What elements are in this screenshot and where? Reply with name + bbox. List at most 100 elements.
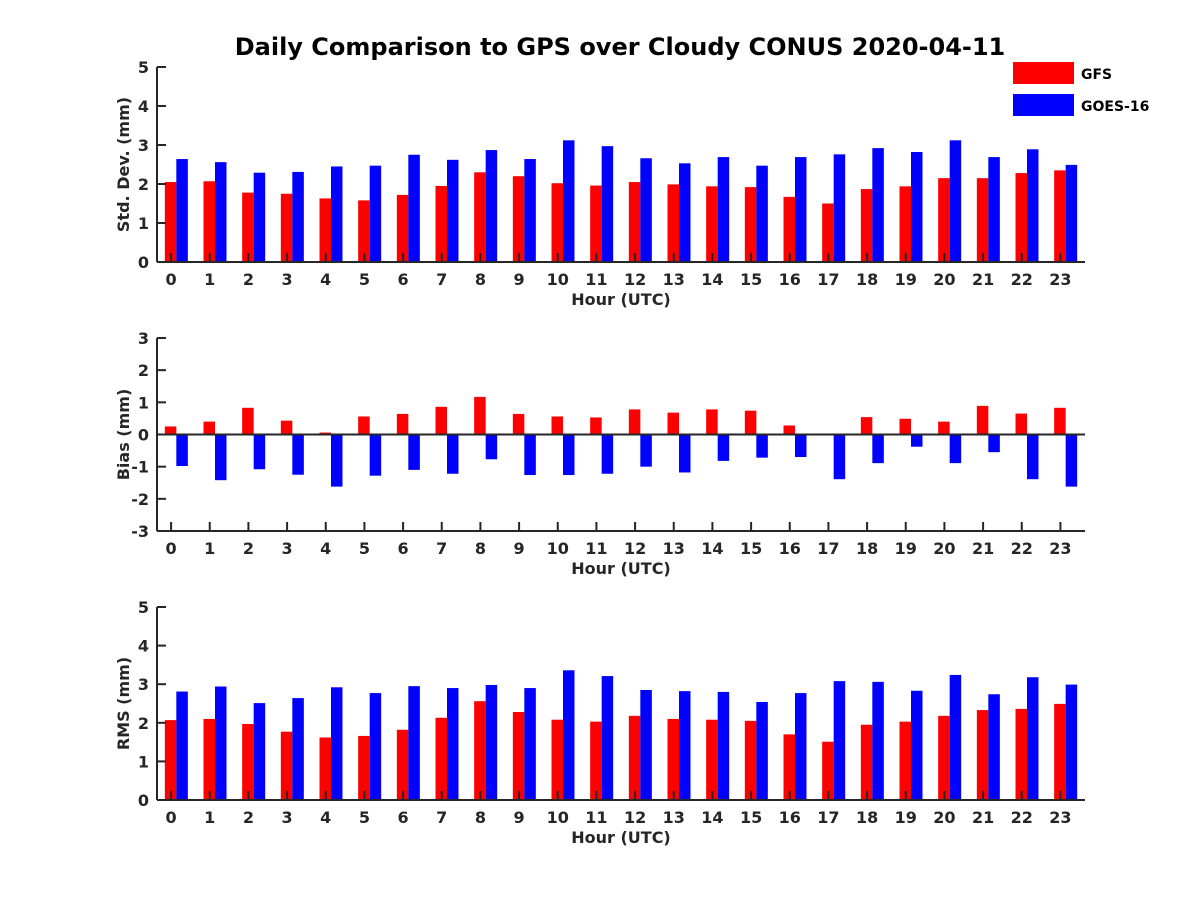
- bar-goes16-hour-17: [833, 434, 846, 480]
- x-tick-label: 6: [398, 270, 409, 289]
- bar-gfs-hour-14: [706, 719, 718, 800]
- bar-goes16-hour-0: [176, 434, 188, 467]
- bar-goes16-hour-20: [949, 140, 962, 262]
- bar-gfs-hour-10: [551, 719, 563, 800]
- bar-gfs-hour-3: [280, 731, 293, 800]
- bar-gfs-hour-18: [860, 724, 873, 800]
- x-tick-label: 12: [624, 270, 646, 289]
- bar-gfs-hour-11: [590, 185, 602, 262]
- x-tick-label: 23: [1049, 539, 1071, 558]
- bar-goes16-hour-3: [292, 171, 304, 262]
- bar-gfs-hour-11: [590, 417, 602, 435]
- bar-gfs-hour-19: [899, 721, 911, 800]
- bar-gfs-hour-18: [860, 417, 873, 435]
- x-tick-label: 22: [1011, 270, 1033, 289]
- bar-goes16-hour-12: [640, 434, 652, 467]
- bar-goes16-hour-7: [447, 159, 459, 262]
- bar-goes16-hour-12: [640, 689, 652, 800]
- x-tick-label: 13: [663, 270, 685, 289]
- x-tick-label: 4: [320, 539, 331, 558]
- bar-gfs-hour-9: [512, 176, 525, 262]
- bar-gfs-hour-20: [938, 715, 950, 800]
- bar-goes16-hour-5: [369, 165, 382, 262]
- bar-goes16-hour-6: [408, 686, 420, 800]
- bar-gfs-hour-19: [899, 186, 911, 262]
- x-tick-label: 13: [663, 808, 685, 827]
- bar-goes16-hour-2: [253, 434, 266, 470]
- bar-gfs-hour-13: [667, 718, 679, 800]
- bar-goes16-hour-19: [911, 690, 923, 800]
- bar-gfs-hour-2: [242, 192, 254, 262]
- x-tick-label: 13: [663, 539, 685, 558]
- bar-goes16-hour-15: [756, 701, 768, 800]
- x-tick-label: 4: [320, 270, 331, 289]
- bar-goes16-hour-5: [369, 693, 382, 800]
- bar-gfs-hour-19: [899, 418, 911, 435]
- x-tick-label: 2: [243, 808, 254, 827]
- bar-goes16-hour-15: [756, 434, 768, 458]
- bar-gfs-hour-1: [203, 181, 215, 262]
- x-axis-label: Hour (UTC): [571, 290, 671, 309]
- y-tick-label: 3: [138, 329, 149, 348]
- x-tick-label: 19: [895, 539, 917, 558]
- bar-gfs-hour-23: [1054, 407, 1066, 435]
- x-tick-label: 10: [547, 270, 569, 289]
- bar-gfs-hour-21: [976, 405, 989, 435]
- bar-gfs-hour-2: [242, 723, 254, 800]
- x-tick-label: 22: [1011, 808, 1033, 827]
- bar-goes16-hour-4: [331, 434, 343, 487]
- bar-goes16-hour-9: [524, 688, 536, 800]
- x-tick-label: 10: [547, 539, 569, 558]
- bar-goes16-hour-19: [911, 152, 923, 262]
- bar-goes16-hour-2: [253, 703, 266, 800]
- x-tick-label: 5: [359, 539, 370, 558]
- x-tick-label: 16: [779, 270, 801, 289]
- bar-goes16-hour-5: [369, 434, 382, 476]
- x-tick-label: 17: [817, 808, 839, 827]
- y-tick-label: 4: [138, 97, 149, 116]
- bar-goes16-hour-8: [485, 150, 498, 262]
- x-tick-label: 12: [624, 539, 646, 558]
- x-tick-label: 5: [359, 808, 370, 827]
- x-tick-label: 6: [398, 539, 409, 558]
- bar-goes16-hour-16: [795, 693, 807, 800]
- bar-gfs-hour-17: [822, 203, 834, 262]
- bar-gfs-hour-5: [358, 735, 370, 800]
- x-tick-label: 0: [166, 270, 177, 289]
- y-tick-label: 3: [138, 675, 149, 694]
- bar-goes16-hour-1: [215, 162, 227, 262]
- bar-gfs-hour-7: [435, 185, 447, 262]
- x-axis-label: Hour (UTC): [571, 828, 671, 847]
- bar-goes16-hour-22: [1027, 677, 1039, 800]
- bar-gfs-hour-0: [164, 426, 177, 435]
- bar-goes16-hour-17: [833, 681, 846, 800]
- bar-goes16-hour-2: [253, 172, 266, 262]
- bar-goes16-hour-10: [563, 670, 575, 800]
- bar-goes16-hour-11: [601, 676, 614, 800]
- x-axis-label: Hour (UTC): [571, 559, 671, 578]
- bar-gfs-hour-20: [938, 178, 950, 262]
- x-tick-label: 21: [972, 270, 994, 289]
- legend-label-gfs: GFS: [1081, 67, 1112, 83]
- x-tick-label: 9: [514, 270, 525, 289]
- bar-goes16-hour-13: [679, 434, 691, 473]
- x-tick-label: 14: [701, 539, 723, 558]
- x-tick-label: 20: [933, 539, 955, 558]
- x-tick-label: 3: [282, 539, 293, 558]
- legend: GFS GOES-16: [1013, 62, 1149, 116]
- bar-gfs-hour-10: [551, 183, 563, 262]
- bar-goes16-hour-23: [1065, 164, 1078, 262]
- x-tick-label: 11: [585, 270, 607, 289]
- bar-goes16-hour-14: [717, 157, 730, 262]
- y-axis-label: RMS (mm): [114, 657, 133, 750]
- y-tick-label: -1: [131, 458, 149, 477]
- x-tick-label: 11: [585, 808, 607, 827]
- y-tick-label: 3: [138, 136, 149, 155]
- bar-gfs-hour-13: [667, 184, 679, 262]
- x-tick-label: 7: [436, 270, 447, 289]
- x-tick-label: 19: [895, 808, 917, 827]
- x-tick-label: 17: [817, 539, 839, 558]
- y-tick-label: 1: [138, 214, 149, 233]
